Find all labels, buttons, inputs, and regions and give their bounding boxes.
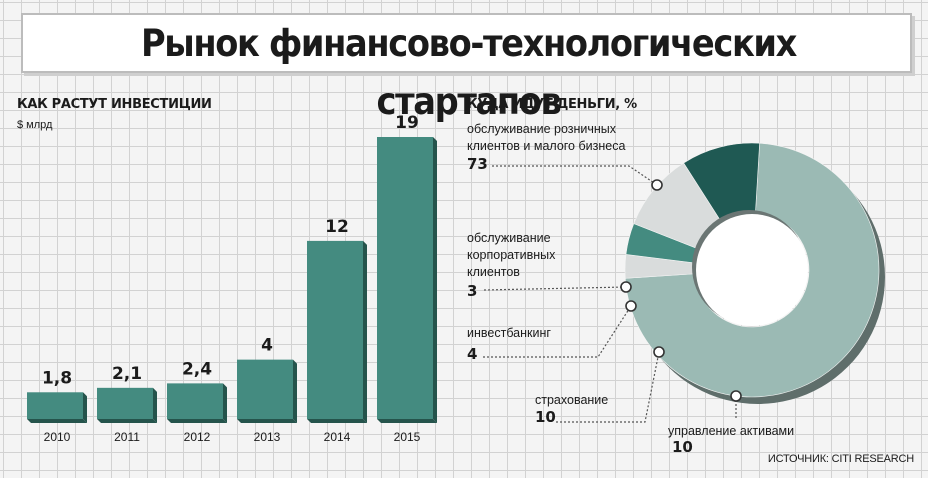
bar-value-label: 2,4 xyxy=(182,359,212,379)
bar xyxy=(97,387,153,419)
leader-marker xyxy=(620,281,632,293)
value-asset-management: 10 xyxy=(672,438,693,456)
page-title: Рынок финансово-технологических стартапо… xyxy=(140,22,797,123)
bar-value-label: 4 xyxy=(261,336,273,356)
bar xyxy=(377,137,433,419)
bar-side xyxy=(83,392,87,423)
value-retail: 73 xyxy=(467,155,488,173)
bar xyxy=(237,359,293,419)
bar-side xyxy=(293,359,297,423)
label-investment-banking: инвестбанкинг xyxy=(467,326,551,340)
label-corporate: обслуживание корпоративных клиентов xyxy=(467,231,556,279)
label-asset-management: управление активами xyxy=(668,424,795,438)
bar-category-label: 2010 xyxy=(44,430,71,444)
bar-category-label: 2013 xyxy=(254,430,281,444)
bar-chart-title: КАК РАСТУТ ИНВЕСТИЦИИ xyxy=(17,97,212,112)
source-note: ИСТОЧНИК: CITI RESEARCH xyxy=(767,453,914,465)
bar-bottom xyxy=(167,419,227,423)
leader-line xyxy=(492,165,658,186)
bar xyxy=(307,240,363,419)
bar-side xyxy=(153,387,157,423)
bar xyxy=(167,383,223,419)
donut-chart-title: КУДА ИДУТ ДЕНЬГИ, % xyxy=(467,97,637,112)
bar-chart-unit: $ млрд xyxy=(17,119,53,131)
title-box: Рынок финансово-технологических стартапо… xyxy=(21,13,912,123)
bar-category-label: 2011 xyxy=(114,430,140,444)
leader-marker xyxy=(625,300,637,312)
bar-value-label: 19 xyxy=(395,113,419,133)
bar-bottom xyxy=(377,419,437,423)
bar-bottom xyxy=(27,419,87,423)
bar-side xyxy=(223,383,227,423)
value-insurance: 10 xyxy=(535,408,556,426)
bar-value-label: 12 xyxy=(325,217,349,237)
label-insurance: страхование xyxy=(535,393,609,407)
bar-side xyxy=(363,240,367,423)
value-corporate: 3 xyxy=(467,282,478,300)
bar-category-label: 2014 xyxy=(324,430,351,444)
bar-value-label: 1,8 xyxy=(42,368,72,388)
leader-marker xyxy=(653,346,665,358)
label-retail: обслуживание розничных клиентов и малого… xyxy=(467,122,626,153)
bar-category-label: 2012 xyxy=(184,430,211,444)
bar-bottom xyxy=(307,419,367,423)
bar-value-label: 2,1 xyxy=(112,364,142,384)
bar xyxy=(27,392,83,419)
bar-category-label: 2015 xyxy=(394,430,421,444)
leader-line xyxy=(556,351,660,423)
leader-line xyxy=(483,286,627,291)
value-investment-banking: 4 xyxy=(467,345,478,363)
donut-hole xyxy=(696,214,808,326)
leader-marker xyxy=(651,179,663,191)
bar-bottom xyxy=(237,419,297,423)
bar-bottom xyxy=(97,419,157,423)
leader-marker xyxy=(730,390,742,402)
bar-side xyxy=(433,137,437,423)
